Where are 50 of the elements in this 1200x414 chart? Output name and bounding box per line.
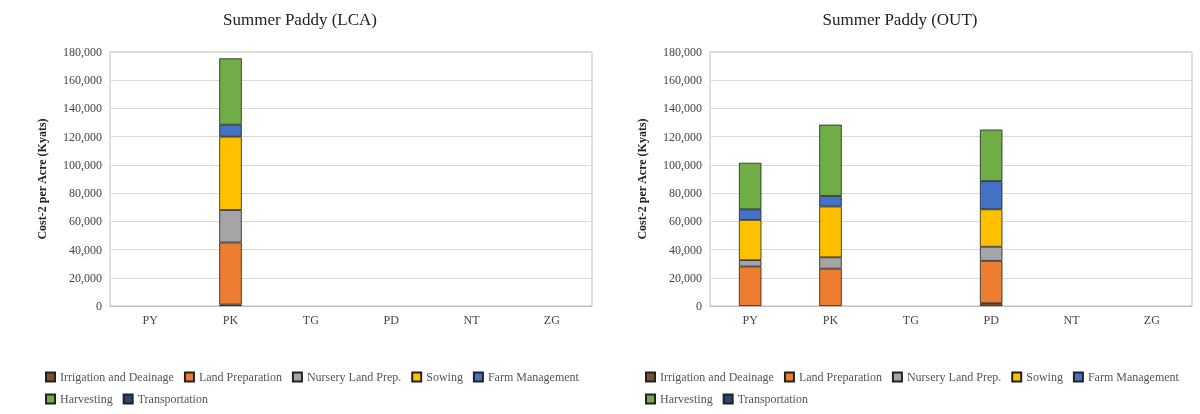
y-tick-label: 60,000	[669, 214, 702, 229]
y-tick-label: 40,000	[669, 242, 702, 257]
legend-label: Nursery Land Prep.	[906, 370, 1002, 384]
legend-label: Farm Management	[487, 370, 580, 384]
chart-title: Summer Paddy (OUT)	[822, 10, 978, 29]
legend-label: Harvesting	[660, 392, 713, 406]
y-tick-label: 180,000	[663, 45, 702, 59]
y-tick-label: 40,000	[69, 242, 102, 257]
y-tick-label: 60,000	[69, 214, 102, 229]
y-tick-label: 80,000	[669, 186, 702, 201]
y-axis-title: Cost-2 per Acre (Kyats)	[35, 118, 49, 240]
x-tick-label: ZG	[543, 313, 561, 327]
legend-label: Sowing	[426, 370, 463, 384]
y-tick-label: 160,000	[63, 73, 102, 88]
legend-label: Irrigation and Deainage	[660, 370, 774, 384]
y-tick-label: 100,000	[663, 157, 702, 172]
y-axis-title: Cost-2 per Acre (Kyats)	[635, 118, 649, 240]
x-tick-label: TG	[902, 313, 920, 327]
x-tick-label: PY	[142, 313, 159, 327]
legend-label: Transportation	[737, 392, 808, 406]
y-tick-label: 20,000	[669, 270, 702, 285]
x-tick-label: TG	[302, 313, 320, 327]
y-tick-label: 100,000	[63, 157, 102, 172]
y-tick-label: 180,000	[63, 45, 102, 59]
x-tick-label: PK	[222, 313, 239, 327]
x-tick-label: PK	[822, 313, 839, 327]
y-tick-label: 120,000	[663, 129, 702, 144]
x-tick-label: ZG	[1143, 313, 1161, 327]
chart-title: Summer Paddy (LCA)	[223, 10, 377, 29]
y-tick-label: 0	[696, 299, 702, 313]
legend-label: Irrigation and Deainage	[60, 370, 174, 384]
x-tick-label: PD	[383, 313, 400, 327]
y-tick-label: 20,000	[69, 270, 102, 285]
y-tick-label: 80,000	[69, 186, 102, 201]
y-tick-label: 160,000	[663, 73, 702, 88]
y-tick-label: 0	[96, 299, 102, 313]
x-tick-label: NT	[463, 313, 481, 327]
legend-label: Nursery Land Prep.	[306, 370, 402, 384]
legend-label: Land Preparation	[798, 370, 882, 384]
legend-label: Sowing	[1026, 370, 1063, 384]
y-tick-label: 140,000	[663, 101, 702, 116]
legend-label: Land Preparation	[198, 370, 282, 384]
x-tick-label: PY	[742, 313, 759, 327]
legend-label: Transportation	[137, 392, 208, 406]
x-tick-label: NT	[1063, 313, 1081, 327]
y-tick-label: 120,000	[63, 129, 102, 144]
x-tick-label: PD	[983, 313, 1000, 327]
legend-label: Farm Management	[1087, 370, 1180, 384]
y-tick-label: 140,000	[63, 101, 102, 116]
legend-label: Harvesting	[60, 392, 113, 406]
